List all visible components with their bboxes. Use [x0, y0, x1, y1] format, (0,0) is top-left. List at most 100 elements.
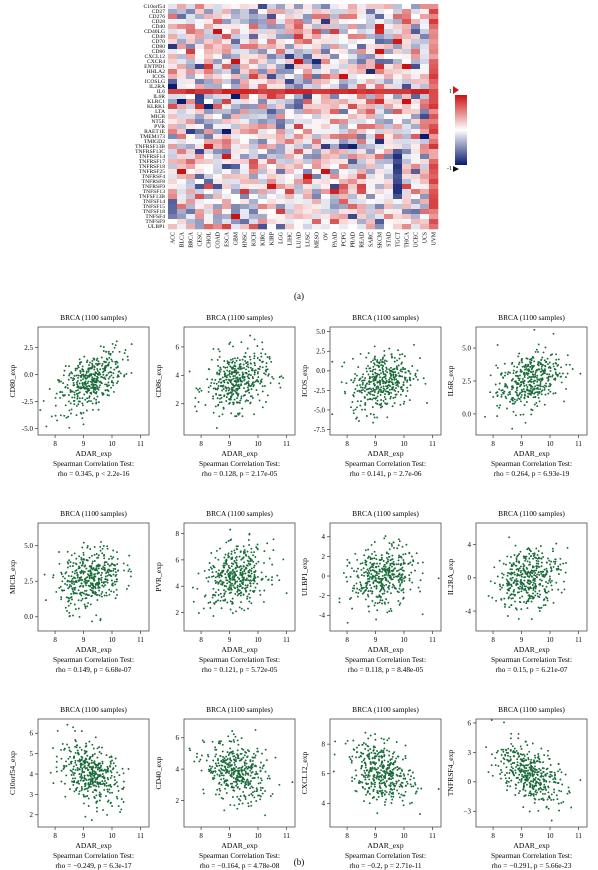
- data-point: [242, 545, 245, 548]
- heatmap-cell: [330, 169, 340, 175]
- data-point: [57, 378, 59, 381]
- data-point: [534, 391, 537, 394]
- heatmap-cell: [303, 44, 313, 50]
- data-point: [115, 588, 118, 591]
- data-point: [534, 582, 537, 585]
- heatmap-cell: [330, 219, 340, 225]
- heatmap-cell: [240, 189, 250, 195]
- data-point: [59, 390, 62, 393]
- data-point: [212, 615, 215, 617]
- data-point: [204, 404, 207, 406]
- data-point: [67, 604, 70, 607]
- heatmap-cell: [312, 74, 322, 80]
- data-point: [91, 554, 93, 557]
- heatmap-cell: [222, 34, 232, 40]
- heatmap-cell: [321, 19, 331, 25]
- data-point: [92, 576, 95, 579]
- heatmap-cell: [186, 104, 196, 110]
- data-point: [218, 369, 221, 372]
- data-point: [257, 376, 260, 379]
- data-point: [218, 415, 221, 418]
- data-point: [561, 372, 564, 375]
- heatmap-cell: [366, 104, 376, 110]
- data-point: [77, 607, 80, 610]
- heatmap-cell: [303, 214, 313, 220]
- heatmap-cell: [402, 24, 412, 30]
- heatmap-cell: [429, 139, 439, 145]
- data-point: [361, 408, 363, 411]
- data-point: [215, 600, 218, 603]
- heatmap-cell: [231, 219, 241, 225]
- heatmap-cell: [384, 194, 394, 200]
- data-point: [70, 408, 73, 411]
- heatmap-column-label: OV: [324, 231, 330, 240]
- heatmap-cell: [213, 169, 223, 175]
- heatmap-cell: [294, 134, 304, 140]
- data-point: [531, 569, 534, 572]
- data-point: [245, 579, 248, 581]
- heatmap-cell: [195, 119, 205, 125]
- data-point: [94, 575, 97, 578]
- data-point: [508, 606, 511, 609]
- data-point: [258, 589, 261, 592]
- data-point: [400, 578, 403, 581]
- heatmap-cell: [186, 134, 196, 140]
- data-point: [219, 573, 221, 576]
- data-point: [73, 403, 76, 406]
- data-point: [227, 363, 230, 366]
- data-point: [256, 372, 259, 375]
- heatmap-cell: [267, 164, 277, 170]
- data-point: [109, 564, 112, 567]
- heatmap-cell: [393, 59, 403, 65]
- heatmap-cell: [195, 169, 205, 175]
- data-point: [536, 393, 539, 396]
- data-point: [487, 594, 490, 597]
- data-point: [79, 572, 82, 574]
- data-point: [520, 396, 523, 399]
- data-point: [514, 564, 517, 567]
- data-point: [106, 581, 109, 584]
- data-point: [502, 584, 505, 587]
- data-point: [554, 377, 557, 380]
- data-point: [239, 377, 242, 379]
- scatter-plot: BRCA (1100 samples)8 9 10 11-5.0-2.50.02.5A…: [8, 313, 150, 478]
- heatmap-cell: [312, 154, 322, 160]
- data-point: [526, 607, 529, 610]
- heatmap-cell: [168, 214, 178, 220]
- heatmap-cell: [402, 184, 412, 190]
- heatmap-cell: [168, 34, 178, 40]
- data-point: [219, 384, 222, 387]
- data-point: [352, 409, 355, 412]
- heatmap-column-label: PRAD: [351, 232, 357, 247]
- heatmap-cell: [231, 214, 241, 220]
- heatmap-cell: [321, 134, 331, 140]
- heatmap-column-label: SKCM: [378, 232, 384, 248]
- data-point: [244, 352, 247, 354]
- data-point: [107, 377, 110, 380]
- heatmap-cell: [321, 104, 331, 110]
- data-point: [551, 547, 554, 550]
- data-point: [552, 560, 555, 563]
- data-point: [526, 389, 529, 392]
- data-point: [535, 376, 538, 379]
- data-point: [508, 572, 511, 575]
- data-point: [196, 587, 199, 590]
- data-point: [252, 590, 254, 593]
- data-point: [86, 544, 89, 547]
- data-point: [515, 583, 518, 586]
- heatmap-cell: [375, 79, 385, 85]
- data-point: [84, 376, 87, 379]
- data-point: [238, 577, 241, 580]
- heatmap-cell: [240, 224, 250, 230]
- heatmap-cell: [339, 99, 349, 105]
- data-point: [396, 381, 399, 384]
- data-point: [246, 347, 249, 350]
- data-point: [503, 362, 506, 365]
- data-point: [108, 558, 110, 560]
- heatmap-cell: [321, 189, 331, 195]
- heatmap-cell: [384, 164, 394, 170]
- heatmap-cell: [339, 74, 349, 80]
- heatmap-cell: [429, 64, 439, 70]
- data-point: [104, 378, 107, 380]
- heatmap-cell: [429, 29, 439, 35]
